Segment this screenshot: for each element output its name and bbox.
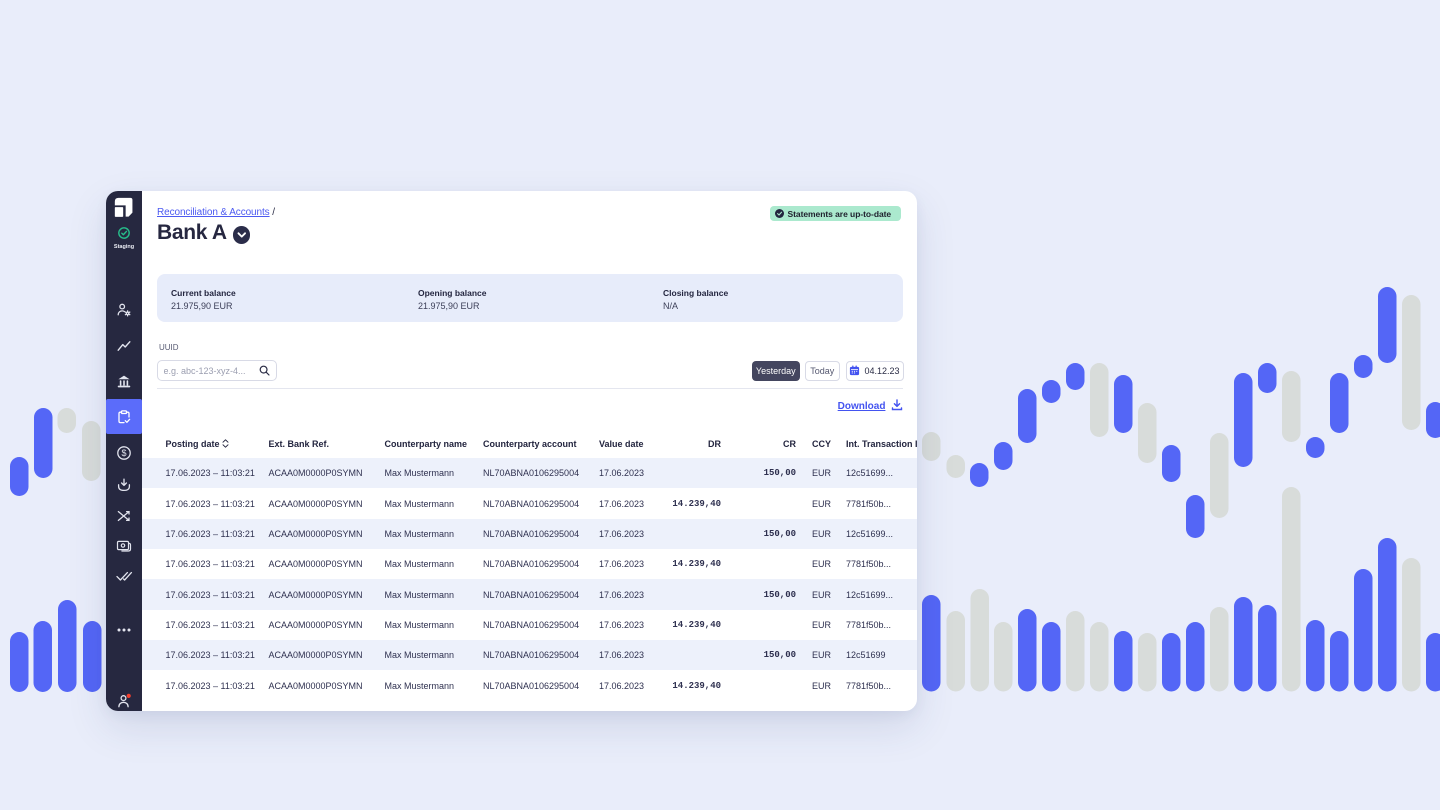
svg-text:$: $ xyxy=(121,448,126,458)
